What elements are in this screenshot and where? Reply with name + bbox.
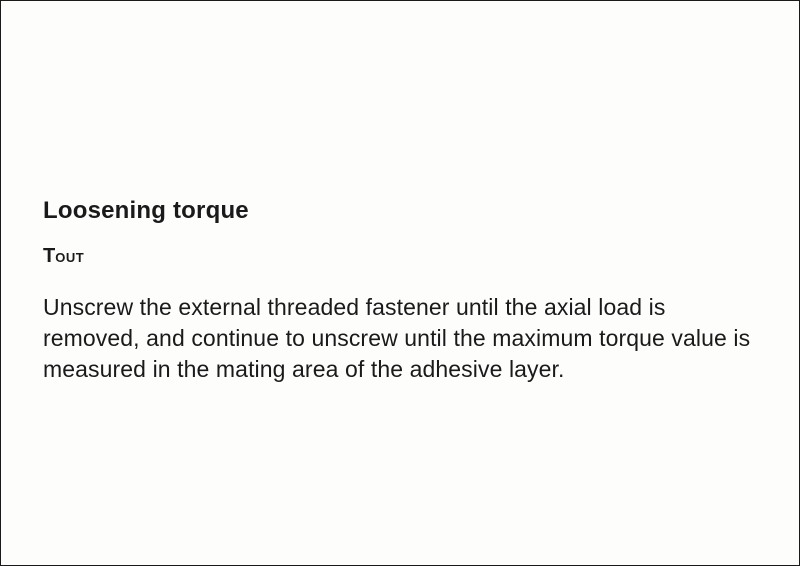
heading: Loosening torque xyxy=(43,197,757,225)
symbol: TOUT xyxy=(43,245,757,268)
document-content: Loosening torque TOUT Unscrew the extern… xyxy=(43,197,757,385)
symbol-subscript: OUT xyxy=(55,250,84,265)
symbol-main: T xyxy=(43,245,55,267)
body-text: Unscrew the external threaded fastener u… xyxy=(43,292,757,385)
